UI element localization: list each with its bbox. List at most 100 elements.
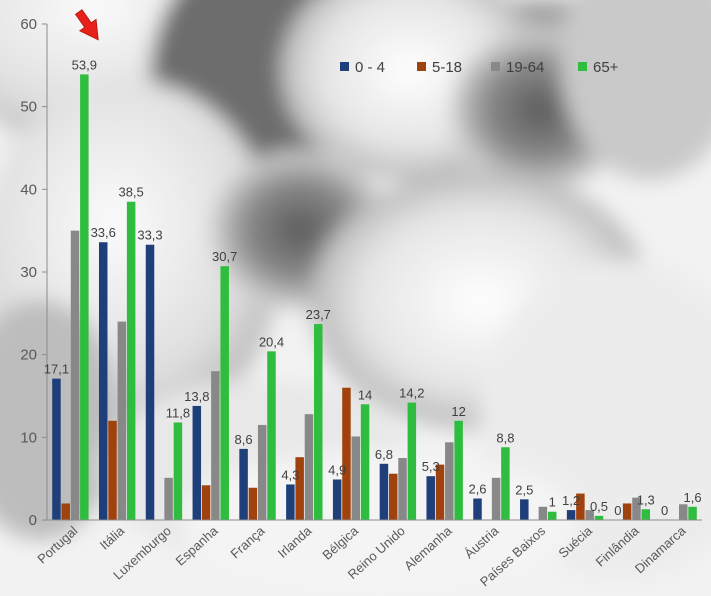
bar <box>454 420 463 520</box>
data-label: 1,3 <box>637 492 655 507</box>
data-label: 30,7 <box>212 249 237 264</box>
data-label: 33,3 <box>137 228 162 243</box>
y-axis: 0 10 20 30 40 50 60 <box>20 16 48 529</box>
data-label: 13,8 <box>184 389 209 404</box>
bar <box>220 266 229 520</box>
legend-swatch <box>578 62 587 71</box>
x-category-label: Bélgica <box>319 523 361 563</box>
data-label: 11,8 <box>166 405 190 420</box>
legend-label: 0 - 4 <box>355 59 385 76</box>
data-label: 4,3 <box>281 467 299 482</box>
bar <box>267 351 276 520</box>
bar <box>351 436 361 520</box>
y-tick-label: 30 <box>20 264 37 281</box>
bar <box>211 371 220 520</box>
bar <box>239 448 248 520</box>
y-tick-label: 40 <box>20 181 37 198</box>
data-label: 0 <box>614 503 621 518</box>
bar <box>641 509 651 520</box>
bar <box>426 476 435 520</box>
bar <box>360 404 370 520</box>
data-label: 1,6 <box>684 490 702 505</box>
data-label: 1,2 <box>562 493 580 508</box>
bar <box>576 493 585 520</box>
bar <box>538 506 548 520</box>
legend-label: 5-18 <box>432 59 462 76</box>
bar <box>398 458 407 520</box>
data-label: 33,6 <box>91 225 116 240</box>
data-label: 38,5 <box>118 185 143 200</box>
data-label: 2,6 <box>468 482 486 497</box>
bar <box>594 515 604 520</box>
data-label: 1 <box>549 495 556 510</box>
bar <box>286 484 295 520</box>
bar <box>379 463 389 520</box>
highlight-marker <box>74 9 99 41</box>
data-label: 53,9 <box>72 57 97 72</box>
y-tick-label: 20 <box>20 347 37 364</box>
bar <box>632 497 641 520</box>
legend-label: 65+ <box>593 59 619 76</box>
data-label: 23,7 <box>306 307 331 322</box>
data-label: 0 <box>661 503 668 518</box>
bar <box>117 321 127 520</box>
data-labels: 17,1 53,9 33,6 38,5 33,3 11,813,8 30,7 8,6 20,4 4… <box>44 57 702 518</box>
y-tick-label: 10 <box>20 429 37 446</box>
bar <box>435 464 445 520</box>
bar <box>332 479 342 520</box>
bar <box>304 414 314 520</box>
bar <box>585 510 594 520</box>
bar <box>388 473 398 520</box>
bar <box>473 498 482 520</box>
legend-label: 19-64 <box>506 59 544 76</box>
bar <box>145 244 155 520</box>
bar <box>314 324 323 520</box>
legend-swatch <box>417 62 426 71</box>
bar <box>295 457 304 520</box>
x-category-label: Dinamarca <box>632 523 689 577</box>
bar <box>108 420 117 520</box>
bar <box>407 402 417 520</box>
data-label: 14 <box>358 387 372 402</box>
bar <box>173 422 183 520</box>
bar <box>52 378 61 520</box>
bar <box>164 477 173 520</box>
bar <box>192 405 202 520</box>
bar <box>491 477 501 520</box>
legend-swatch <box>340 62 349 71</box>
data-label: 0,5 <box>590 499 608 514</box>
data-label: 6,8 <box>375 447 393 462</box>
x-category-label: Itália <box>97 523 128 553</box>
x-category-label: Portugal <box>34 523 80 567</box>
data-label: 5,3 <box>422 459 440 474</box>
bar <box>201 485 211 520</box>
data-label: 17,1 <box>44 362 69 377</box>
bar <box>61 503 70 520</box>
data-label: 8,6 <box>235 432 253 447</box>
red-arrow-icon <box>74 9 99 41</box>
data-label: 8,8 <box>496 430 514 445</box>
data-label: 12 <box>451 404 465 419</box>
x-category-label: Espanha <box>173 523 222 569</box>
bar <box>520 499 529 520</box>
bar <box>98 242 108 521</box>
x-category-label: França <box>227 523 268 562</box>
bar <box>257 424 267 520</box>
x-category-label: Alemanha <box>401 523 455 574</box>
bar <box>342 387 351 520</box>
bars <box>52 74 697 521</box>
y-tick-label: 0 <box>29 512 37 529</box>
bar <box>679 504 688 520</box>
bar <box>445 442 454 520</box>
red-arrow-shape <box>74 9 99 41</box>
data-label: 2,5 <box>515 482 533 497</box>
bar <box>547 511 557 520</box>
x-category-label: Áustria <box>461 523 502 562</box>
y-tick-label: 50 <box>20 99 37 116</box>
y-tick-label: 60 <box>20 16 37 33</box>
bar <box>80 74 89 520</box>
x-category-label: Suécia <box>555 523 595 561</box>
data-label: 4,9 <box>328 462 346 477</box>
bar <box>622 503 632 520</box>
